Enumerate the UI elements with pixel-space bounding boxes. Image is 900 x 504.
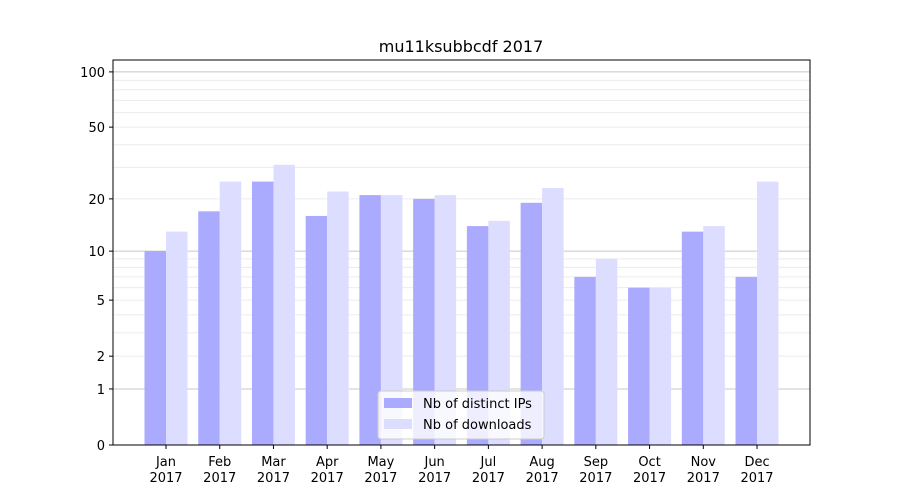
y-tick-label: 1 — [97, 383, 105, 398]
bar-distinct-ips — [466, 226, 489, 445]
bar-downloads — [649, 287, 672, 445]
bar-distinct-ips — [305, 215, 328, 445]
x-tick-label: Nov 2017 — [687, 455, 720, 486]
bar-downloads — [434, 195, 457, 445]
y-tick-label: 5 — [97, 294, 105, 309]
chart-title: mu11ksubbcdf 2017 — [379, 37, 544, 56]
x-tick-label: Apr 2017 — [311, 455, 344, 486]
bar-downloads — [488, 220, 510, 445]
bar-downloads — [166, 231, 188, 445]
bar-downloads — [757, 181, 779, 445]
bar-downloads — [380, 195, 403, 445]
legend: Nb of distinct IPs Nb of downloads — [377, 390, 545, 440]
x-tick-label: Jul 2017 — [472, 455, 505, 486]
y-tick-label: 10 — [88, 245, 105, 260]
bar-distinct-ips — [144, 251, 166, 445]
legend-box — [377, 390, 545, 440]
bar-distinct-ips — [628, 287, 650, 445]
x-tick-label: Dec 2017 — [740, 455, 773, 486]
bar-distinct-ips — [359, 195, 381, 445]
bar-distinct-ips — [681, 231, 704, 445]
bar-downloads — [327, 191, 349, 445]
bar-distinct-ips — [251, 181, 274, 445]
y-tick-label: 20 — [88, 193, 105, 208]
legend-label: Nb of downloads — [423, 418, 532, 433]
legend-swatch — [384, 398, 412, 408]
bar-distinct-ips — [198, 211, 220, 445]
y-tick-label: 50 — [88, 121, 105, 136]
x-tick-label: Jun 2017 — [418, 455, 451, 486]
x-tick-label: Aug 2017 — [526, 455, 559, 486]
bar-distinct-ips — [735, 276, 758, 445]
y-tick-label: 2 — [97, 350, 105, 365]
legend-swatch — [384, 419, 412, 429]
bar-downloads — [703, 226, 725, 445]
plot-frame — [112, 59, 811, 446]
x-tick-label: Sep 2017 — [579, 455, 612, 486]
legend-label: Nb of distinct IPs — [423, 397, 532, 412]
x-tick-label: Feb 2017 — [203, 455, 236, 486]
bar-distinct-ips — [574, 276, 596, 445]
bar-downloads — [542, 188, 564, 445]
bar-downloads — [273, 164, 295, 445]
bar-downloads — [219, 181, 242, 445]
y-tick-label: 0 — [97, 439, 105, 454]
y-tick-label: 100 — [80, 66, 105, 81]
bar-distinct-ips — [413, 198, 435, 445]
x-tick-label: Mar 2017 — [257, 455, 290, 486]
bar-downloads — [595, 258, 618, 445]
bar-distinct-ips — [520, 202, 543, 445]
x-tick-label: May 2017 — [364, 455, 397, 486]
x-tick-label: Jan 2017 — [149, 455, 182, 486]
x-tick-label: Oct 2017 — [633, 455, 666, 486]
